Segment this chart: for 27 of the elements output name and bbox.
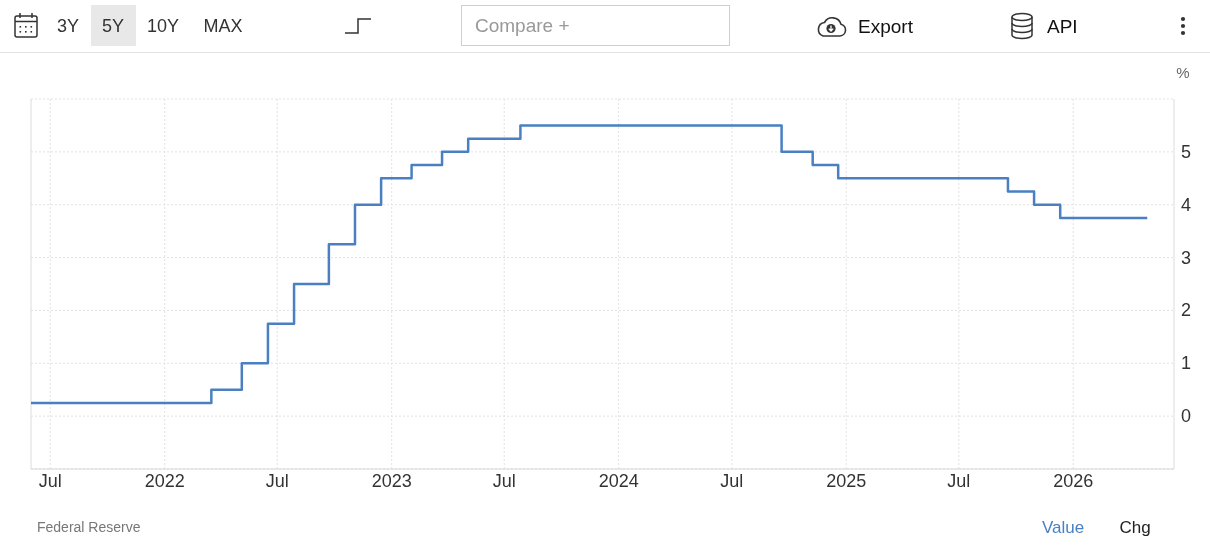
y-tick-label: 2 [1180,300,1192,321]
y-tick-label: 5 [1180,141,1192,162]
x-tick-label: Jul [38,471,62,491]
x-tick-label: 2025 [826,471,867,491]
text: Federal Reserve [37,519,141,535]
text: Compare + [475,15,570,36]
y-tick-label: 3 [1180,247,1192,268]
y-tick-label: 4 [1180,194,1192,215]
y-tick-label: 1 [1180,353,1192,374]
x-tick-label: 2023 [371,471,412,491]
x-tick-label: Jul [947,471,971,491]
x-tick-label: Jul [720,471,744,491]
y-axis-title: % [1176,64,1190,81]
text: Export [858,16,914,37]
text: 3Y [56,16,80,36]
x-tick-label: 2024 [598,471,639,491]
x-tick-label: 2022 [144,471,185,491]
text: API [1047,16,1078,37]
y-tick-label: 0 [1180,406,1192,427]
text: Value [1041,518,1085,537]
text: MAX [203,16,243,36]
text: 10Y [146,16,180,36]
text: 5Y [101,16,125,36]
x-tick-label: 2026 [1053,471,1094,491]
x-tick-label: Jul [492,471,516,491]
x-tick-label: Jul [265,471,289,491]
text: Chg [1119,518,1151,537]
